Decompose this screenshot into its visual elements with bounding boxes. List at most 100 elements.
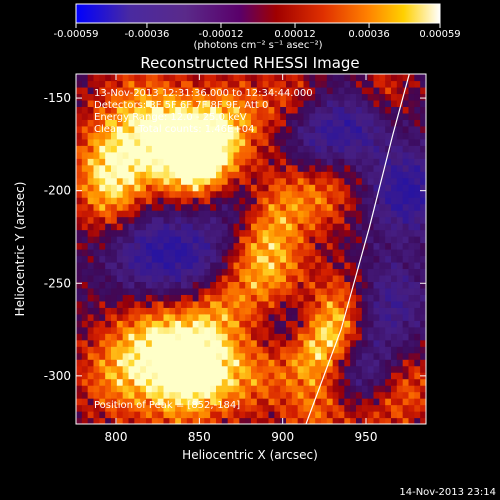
heatmap-cell: [175, 333, 182, 341]
heatmap-cell: [262, 326, 270, 334]
heatmap-cell: [262, 391, 270, 399]
heatmap-cell: [81, 119, 89, 127]
heatmap-cell: [122, 203, 130, 211]
heatmap-cell: [105, 372, 112, 380]
heatmap-cell: [326, 164, 334, 172]
heatmap-cell: [216, 99, 223, 108]
heatmap-cell: [99, 398, 106, 406]
heatmap-cell: [251, 119, 258, 127]
heatmap-cell: [303, 216, 310, 224]
heatmap-cell: [181, 210, 188, 218]
heatmap-cell: [256, 339, 264, 347]
heatmap-cell: [321, 177, 328, 185]
heatmap-cell: [239, 404, 246, 412]
heatmap-cell: [286, 164, 293, 172]
heatmap-cell: [414, 93, 421, 101]
heatmap-cell: [227, 365, 235, 373]
heatmap-cell: [204, 339, 211, 347]
heatmap-cell: [76, 339, 83, 347]
heatmap-cell: [396, 177, 404, 185]
heatmap-cell: [128, 287, 135, 295]
heatmap-cell: [367, 112, 375, 120]
heatmap-cell: [128, 106, 135, 114]
heatmap-cell: [81, 151, 89, 159]
heatmap-cell: [280, 197, 287, 205]
heatmap-cell: [111, 261, 118, 270]
heatmap-cell: [233, 313, 240, 321]
heatmap-cell: [379, 385, 386, 393]
heatmap-cell: [326, 242, 334, 250]
heatmap-cell: [326, 320, 334, 328]
heatmap-cell: [87, 346, 95, 354]
heatmap-cell: [227, 132, 235, 140]
heatmap-cell: [233, 359, 240, 367]
heatmap-cell: [361, 326, 369, 334]
heatmap-cell: [367, 333, 375, 341]
heatmap-cell: [361, 398, 369, 406]
heatmap-cell: [256, 210, 264, 218]
heatmap-cell: [134, 164, 141, 172]
heatmap-cell: [256, 346, 264, 354]
heatmap-cell: [233, 216, 240, 224]
heatmap-cell: [251, 339, 258, 347]
heatmap-cell: [297, 372, 305, 380]
heatmap-cell: [198, 125, 205, 133]
heatmap-cell: [151, 99, 159, 108]
heatmap-cell: [379, 320, 386, 328]
heatmap-cell: [169, 112, 176, 120]
heatmap-cell: [186, 326, 194, 334]
heatmap-cell: [233, 210, 240, 218]
heatmap-cell: [262, 74, 270, 82]
heatmap-cell: [198, 132, 205, 140]
heatmap-cell: [245, 106, 252, 114]
heatmap-cell: [116, 99, 124, 108]
heatmap-cell: [291, 93, 299, 101]
heatmap-cell: [361, 404, 369, 412]
heatmap-cell: [111, 197, 118, 205]
heatmap-cell: [233, 203, 240, 211]
heatmap-cell: [361, 339, 369, 347]
heatmap-cell: [420, 216, 426, 224]
heatmap-cell: [251, 229, 258, 237]
heatmap-cell: [204, 313, 211, 321]
heatmap-cell: [256, 164, 264, 172]
heatmap-cell: [216, 411, 223, 419]
heatmap-cell: [408, 359, 415, 367]
heatmap-cell: [163, 307, 170, 315]
heatmap-cell: [181, 242, 188, 250]
heatmap-cell: [81, 398, 89, 406]
heatmap-cell: [105, 255, 112, 263]
heatmap-cell: [163, 242, 170, 250]
heatmap-cell: [128, 132, 135, 140]
heatmap-cell: [326, 391, 334, 399]
heatmap-cell: [361, 307, 369, 315]
heatmap-cell: [321, 86, 328, 95]
heatmap-cell: [274, 164, 281, 172]
heatmap-cell: [315, 326, 322, 334]
heatmap-cell: [303, 210, 310, 218]
heatmap-cell: [192, 151, 200, 159]
heatmap-cell: [140, 216, 147, 224]
heatmap-cell: [239, 74, 246, 82]
heatmap-cell: [216, 294, 223, 302]
heatmap-cell: [256, 378, 264, 386]
heatmap-cell: [274, 242, 281, 250]
heatmap-cell: [163, 411, 170, 419]
heatmap-cell: [297, 223, 305, 231]
heatmap-cell: [105, 365, 112, 373]
heatmap-cell: [204, 274, 211, 283]
heatmap-cell: [344, 145, 351, 153]
y-tick-label: -200: [44, 184, 71, 198]
heatmap-cell: [140, 138, 147, 146]
heatmap-cell: [356, 119, 363, 127]
heatmap-cell: [216, 223, 223, 231]
heatmap-cell: [350, 313, 357, 321]
heatmap-cell: [332, 378, 340, 386]
heatmap-cell: [227, 242, 235, 250]
heatmap-cell: [256, 236, 264, 244]
heatmap-cell: [146, 268, 153, 276]
heatmap-cell: [326, 171, 334, 179]
heatmap-cell: [408, 326, 415, 334]
heatmap-cell: [204, 145, 211, 153]
heatmap-cell: [251, 106, 258, 114]
